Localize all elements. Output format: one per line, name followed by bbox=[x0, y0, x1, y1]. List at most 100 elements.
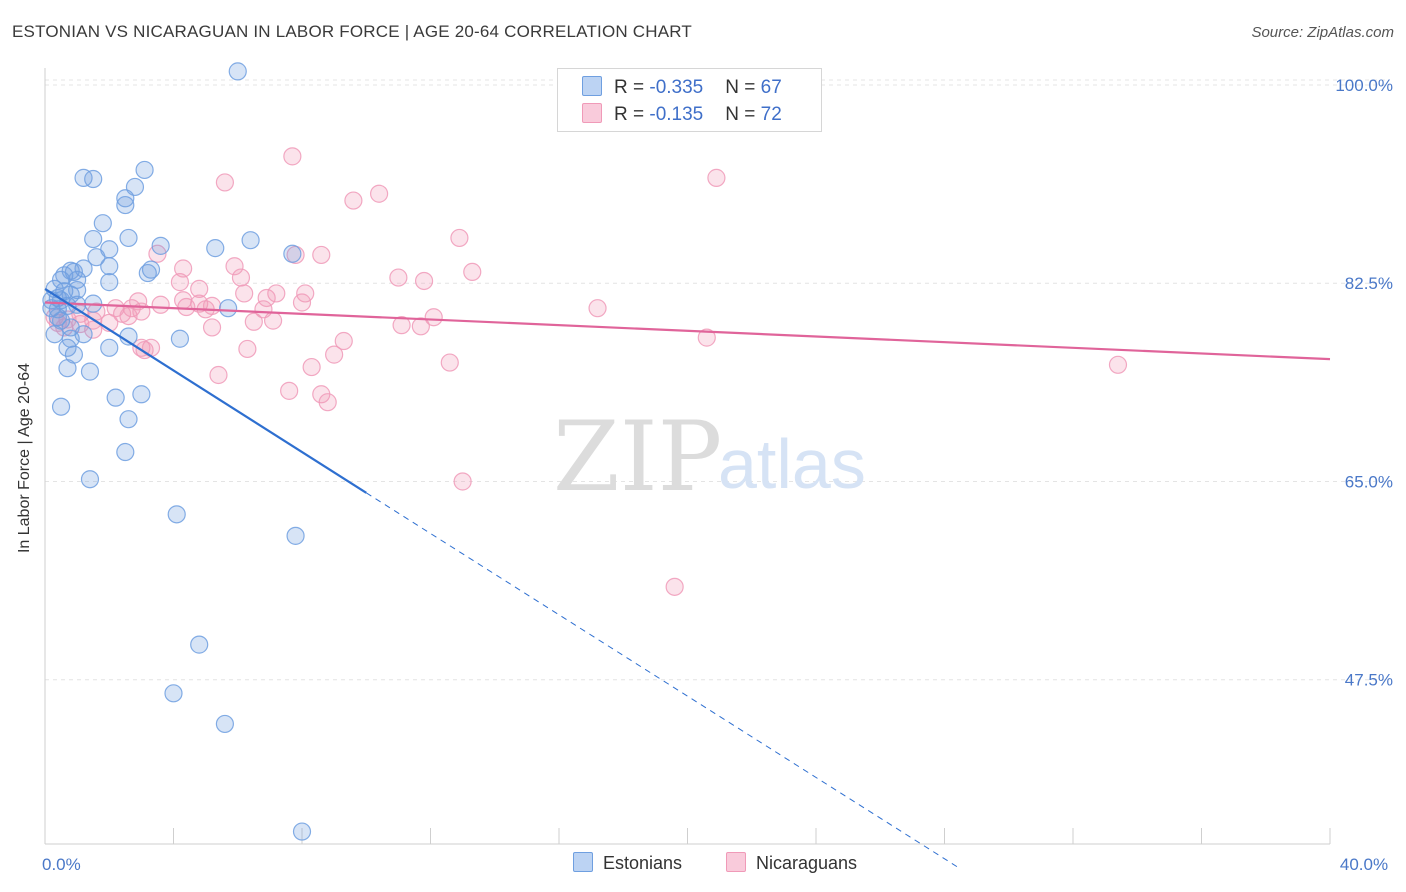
estonians-trend-extension bbox=[365, 492, 961, 870]
y-tick-label: 47.5% bbox=[1345, 671, 1393, 690]
nicaraguans-point bbox=[257, 288, 276, 308]
estonians-point bbox=[93, 214, 112, 233]
nicaraguans-legend-swatch bbox=[726, 852, 746, 872]
estonians-point bbox=[58, 338, 77, 357]
nicaraguans-swatch bbox=[582, 103, 602, 123]
legend-row-nicaraguans: R = -0.135 N = 72 bbox=[582, 103, 782, 127]
nicaraguans-point bbox=[267, 284, 286, 303]
y-tick-label: 100.0% bbox=[1335, 76, 1393, 95]
estonians-point bbox=[84, 169, 103, 189]
estonians-point bbox=[167, 505, 186, 524]
nicaraguans-point bbox=[202, 296, 222, 315]
estonians-point bbox=[241, 231, 260, 250]
nicaraguans-point bbox=[334, 331, 353, 351]
y-tick-label: 65.0% bbox=[1345, 472, 1393, 491]
nicaraguans-point bbox=[463, 262, 482, 282]
estonians-point bbox=[116, 195, 135, 215]
watermark-atlas: atlas bbox=[718, 425, 866, 503]
nicaraguans-point bbox=[238, 339, 257, 359]
estonians-point bbox=[170, 329, 190, 348]
nicaraguans-point bbox=[389, 268, 408, 287]
nicaraguans-point bbox=[312, 245, 331, 265]
x-tick-label: 0.0% bbox=[42, 855, 81, 874]
watermark: ZIP atlas bbox=[553, 401, 866, 513]
nicaraguans-point bbox=[235, 284, 254, 303]
y-tick-labels: 100.0% 82.5% 65.0% 47.5% bbox=[1335, 76, 1393, 690]
nicaraguans-point bbox=[588, 299, 607, 318]
nicaraguans-point bbox=[411, 317, 430, 336]
nicaraguans-point bbox=[318, 393, 337, 412]
estonians-point bbox=[135, 160, 154, 180]
nicaraguans-point bbox=[174, 259, 193, 278]
nicaraguans-point bbox=[325, 345, 344, 364]
nicaraguans-point bbox=[84, 320, 103, 339]
x-tick-labels: 0.0% 40.0% bbox=[42, 855, 1388, 874]
x-tick-label: 40.0% bbox=[1340, 855, 1388, 874]
nicaraguans-point bbox=[244, 312, 263, 331]
y-tick-label: 82.5% bbox=[1345, 274, 1393, 293]
bottom-legend-nicaraguans: Nicaraguans bbox=[726, 852, 857, 874]
nicaraguans-point bbox=[414, 271, 434, 291]
nicaraguans-point bbox=[344, 191, 363, 210]
estonians-point bbox=[286, 526, 305, 545]
estonians-point bbox=[100, 273, 119, 292]
nicaraguans-point bbox=[283, 147, 302, 166]
nicaraguans-point bbox=[177, 297, 196, 317]
trend-lines bbox=[44, 287, 1331, 870]
estonians-point bbox=[206, 239, 225, 258]
nicaraguans-point bbox=[302, 357, 321, 377]
estonians-point bbox=[125, 177, 145, 197]
nicaraguans-points bbox=[45, 147, 1128, 596]
estonians-point bbox=[132, 385, 151, 404]
estonians-point bbox=[116, 442, 135, 462]
nicaraguans-point bbox=[450, 228, 469, 248]
nicaraguans-r-value: -0.135 bbox=[649, 104, 704, 125]
nicaraguans-point bbox=[225, 257, 244, 276]
estonians-n-value: 67 bbox=[760, 77, 782, 98]
nicaraguans-point bbox=[190, 279, 209, 299]
nicaraguans-point bbox=[151, 295, 170, 314]
nicaraguans-point bbox=[119, 306, 138, 326]
estonians-point bbox=[119, 228, 138, 248]
estonians-point bbox=[100, 338, 119, 357]
estonians-point bbox=[119, 410, 138, 429]
estonians-point bbox=[51, 397, 71, 416]
estonians-point bbox=[100, 257, 119, 276]
nicaraguans-trend-line bbox=[44, 301, 1331, 361]
estonians-point bbox=[151, 236, 170, 255]
nicaraguans-point bbox=[707, 168, 726, 187]
nicaraguans-point bbox=[392, 316, 411, 335]
estonians-point bbox=[228, 62, 247, 81]
estonians-point bbox=[68, 280, 87, 300]
estonians-point bbox=[80, 470, 100, 489]
estonians-point bbox=[106, 388, 125, 407]
chart-title: ESTONIAN VS NICARAGUAN IN LABOR FORCE | … bbox=[12, 22, 693, 41]
nicaraguans-point bbox=[292, 293, 312, 312]
estonians-legend-swatch bbox=[573, 852, 593, 872]
estonians-r-value: -0.335 bbox=[649, 77, 704, 98]
nicaraguans-point bbox=[453, 472, 472, 491]
estonians-point bbox=[164, 684, 183, 703]
correlation-legend: R = -0.335 N = 67 R = -0.135 N = 72 bbox=[557, 68, 822, 132]
estonians-point bbox=[215, 714, 234, 734]
nicaraguans-point bbox=[697, 328, 716, 347]
estonians-point bbox=[219, 299, 238, 318]
estonians-point bbox=[80, 362, 100, 381]
estonians-point bbox=[190, 635, 209, 654]
source-label: Source: ZipAtlas.com bbox=[1251, 24, 1394, 41]
nicaraguans-point bbox=[202, 318, 222, 337]
estonians-point bbox=[84, 229, 103, 249]
estonians-swatch bbox=[582, 76, 602, 96]
nicaraguans-point bbox=[424, 308, 443, 327]
estonians-point bbox=[141, 260, 161, 279]
estonians-point bbox=[58, 359, 77, 378]
estonians-point bbox=[45, 325, 64, 344]
estonians-trend-line bbox=[44, 287, 367, 494]
bottom-legend-estonians: Estonians bbox=[573, 852, 682, 874]
axes bbox=[44, 68, 1331, 845]
nicaraguans-point bbox=[280, 381, 299, 400]
nicaraguans-point bbox=[665, 577, 684, 596]
estonians-point bbox=[283, 244, 302, 263]
nicaraguans-point bbox=[440, 353, 459, 372]
